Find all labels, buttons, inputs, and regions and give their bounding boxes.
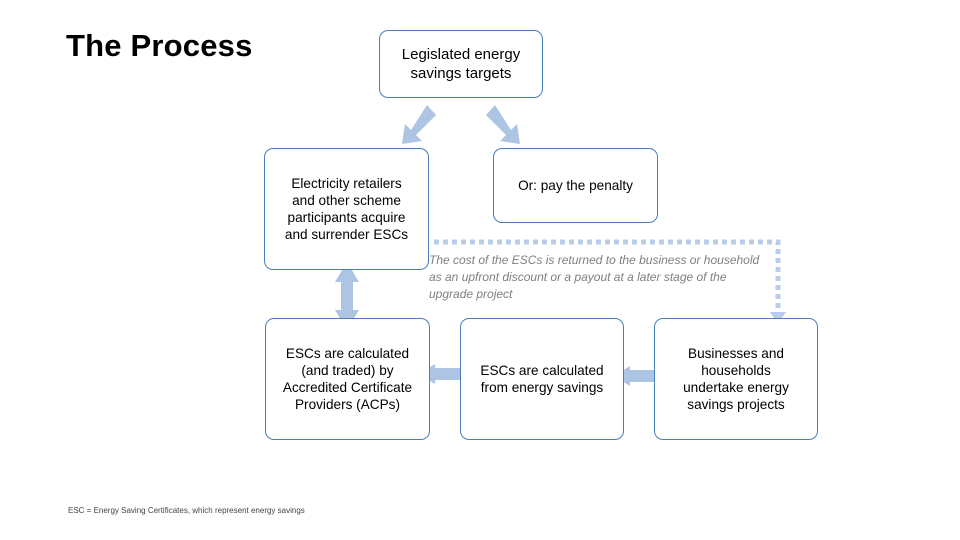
cost-return-note: The cost of the ESCs is returned to the … xyxy=(429,253,760,301)
box-esc-calculation: ESCs are calculated from energy savings xyxy=(460,318,624,440)
box-businesses-households-label: Businesses and households undertake ener… xyxy=(683,346,789,412)
box-businesses-households: Businesses and households undertake ener… xyxy=(654,318,818,440)
box-legislated-targets-label: Legislated energy savings targets xyxy=(401,46,521,82)
slide-title: The Process xyxy=(66,28,253,63)
box-electricity-retailers: Electricity retailers and other scheme p… xyxy=(264,148,429,270)
box-legislated-targets: Legislated energy savings targets xyxy=(379,30,543,98)
arrow-to-penalty xyxy=(486,105,520,144)
dotted-connector xyxy=(434,239,781,314)
box-esc-calculation-label: ESCs are calculated from energy savings xyxy=(480,363,604,395)
box-electricity-retailers-label: Electricity retailers and other scheme p… xyxy=(284,176,409,242)
footnote: ESC = Energy Saving Certificates, which … xyxy=(68,506,305,515)
box-acp-calculation-label: ESCs are calculated (and traded) by Accr… xyxy=(282,346,413,412)
arrow-business-to-calc xyxy=(614,366,658,386)
box-pay-penalty: Or: pay the penalty xyxy=(493,148,658,223)
arrow-to-retailers xyxy=(402,105,436,144)
box-pay-penalty-label: Or: pay the penalty xyxy=(518,178,633,193)
double-arrow-vertical xyxy=(335,262,359,330)
box-acp-calculation: ESCs are calculated (and traded) by Accr… xyxy=(265,318,430,440)
